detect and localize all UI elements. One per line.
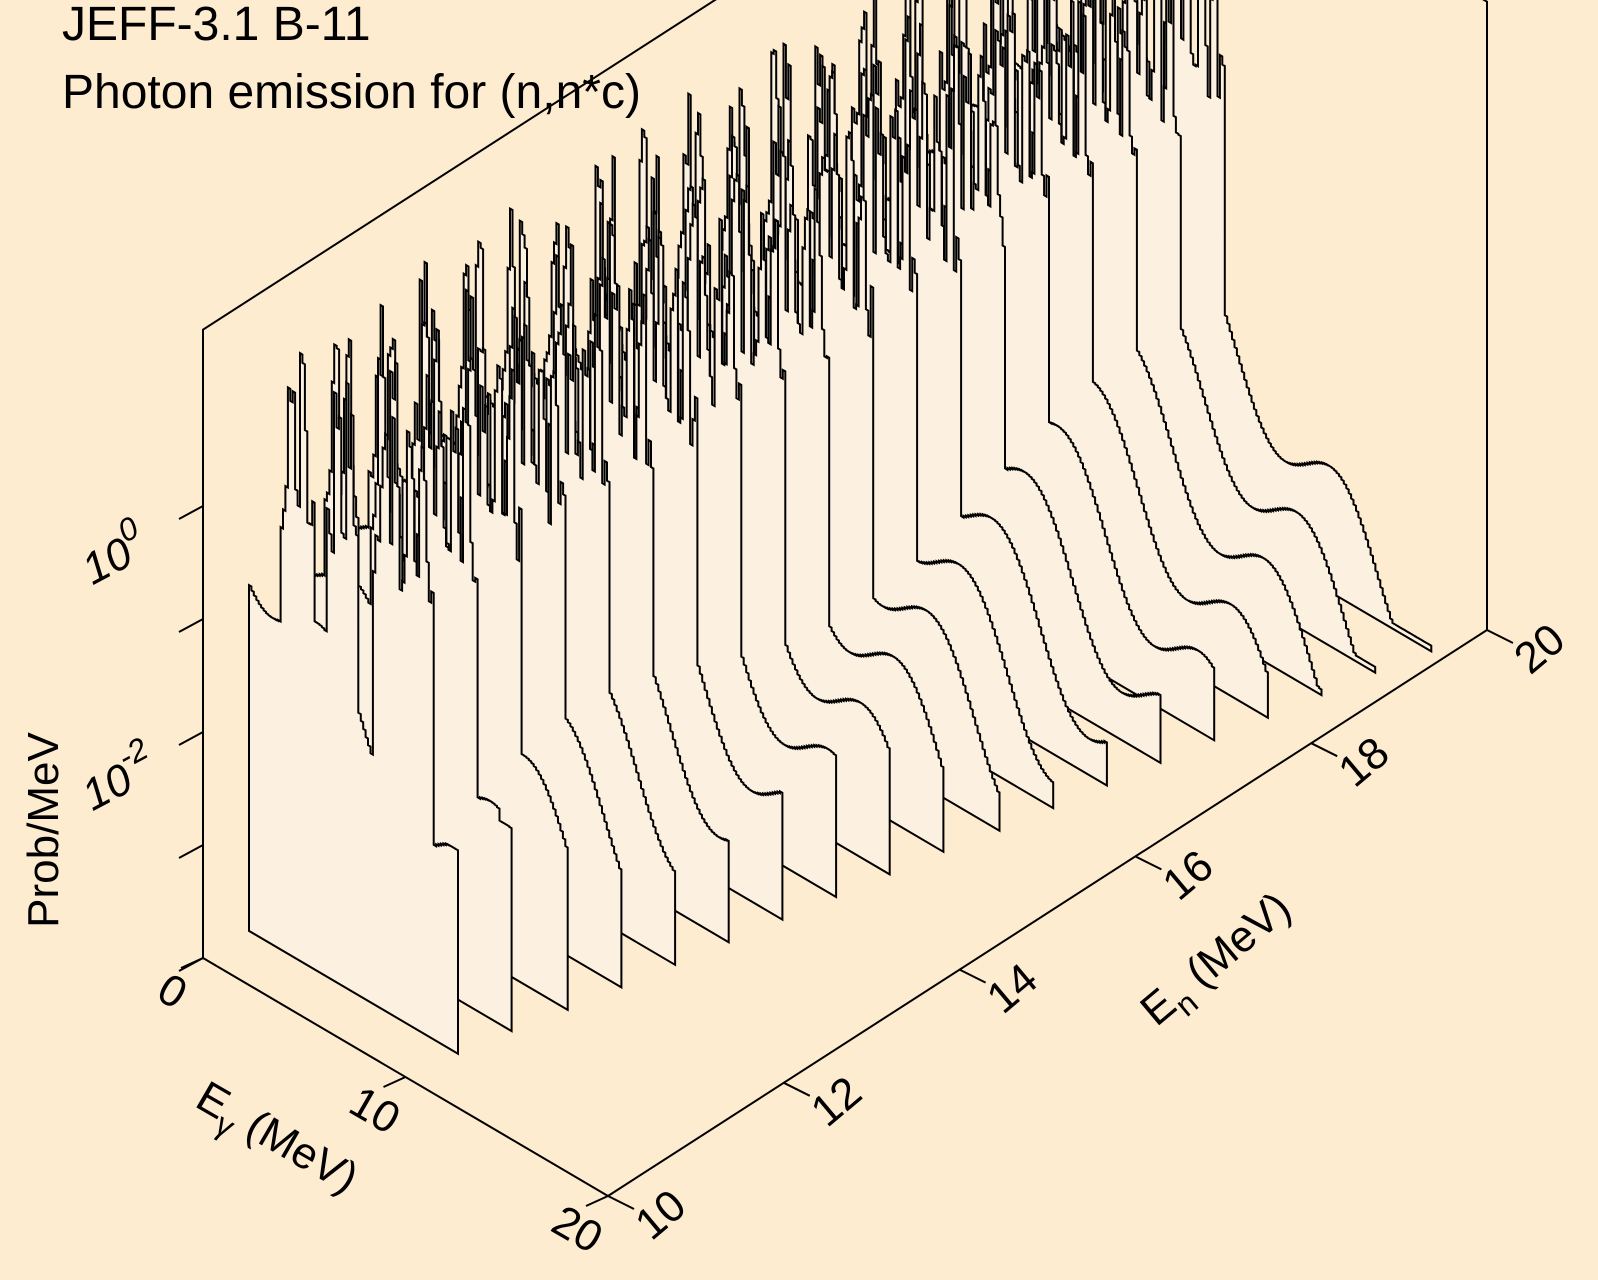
- x-tick-label-1: 10: [341, 1077, 408, 1144]
- y-tick-label-4: 18: [1329, 728, 1398, 797]
- x-tick-0: [180, 957, 204, 969]
- spectrum-slice-18: [248, 351, 459, 1056]
- chart-subtitle: Photon emission for (n,n*c): [62, 66, 641, 119]
- z-tick-minor-1: [178, 618, 204, 633]
- x-tick-1: [383, 1076, 406, 1088]
- x-tick-2: [585, 1195, 609, 1207]
- z-tick-label-1: 10-2: [68, 730, 165, 820]
- spectra-group: [248, 0, 1433, 1056]
- z-tick-label-0: 100: [68, 509, 156, 594]
- y-tick-label-3: 16: [1154, 841, 1223, 910]
- x-tick-label-2: 20: [544, 1196, 611, 1263]
- svg-text:100: 100: [68, 509, 156, 594]
- y-tick-label-5: 20: [1505, 614, 1574, 683]
- x-tick-label-0: 0: [149, 964, 195, 1019]
- svg-text:10-2: 10-2: [68, 730, 165, 820]
- y-tick-label-0: 10: [626, 1180, 695, 1249]
- axes-group: [178, 329, 1514, 1210]
- y-axis-label: En (MeV): [1131, 883, 1306, 1043]
- chart-title: JEFF-3.1 B-11: [62, 0, 371, 51]
- y-tick-5: [1486, 629, 1514, 644]
- y-tick-0: [607, 1195, 635, 1210]
- x-axis-label: Eγ (MeV): [184, 1072, 367, 1211]
- y-tick-2: [959, 968, 987, 984]
- y-tick-3: [1134, 855, 1162, 871]
- z-tick-major-0: [178, 505, 204, 520]
- y-tick-1: [783, 1081, 811, 1097]
- y-tick-label-1: 12: [802, 1067, 871, 1136]
- y-axis-line: [607, 629, 1488, 1197]
- z-tick-minor-3: [178, 844, 204, 859]
- y-tick-label-2: 14: [978, 954, 1047, 1023]
- z-tick-major-2: [178, 731, 204, 746]
- z-axis-label: Prob/MeV: [19, 732, 68, 928]
- y-tick-4: [1310, 742, 1338, 758]
